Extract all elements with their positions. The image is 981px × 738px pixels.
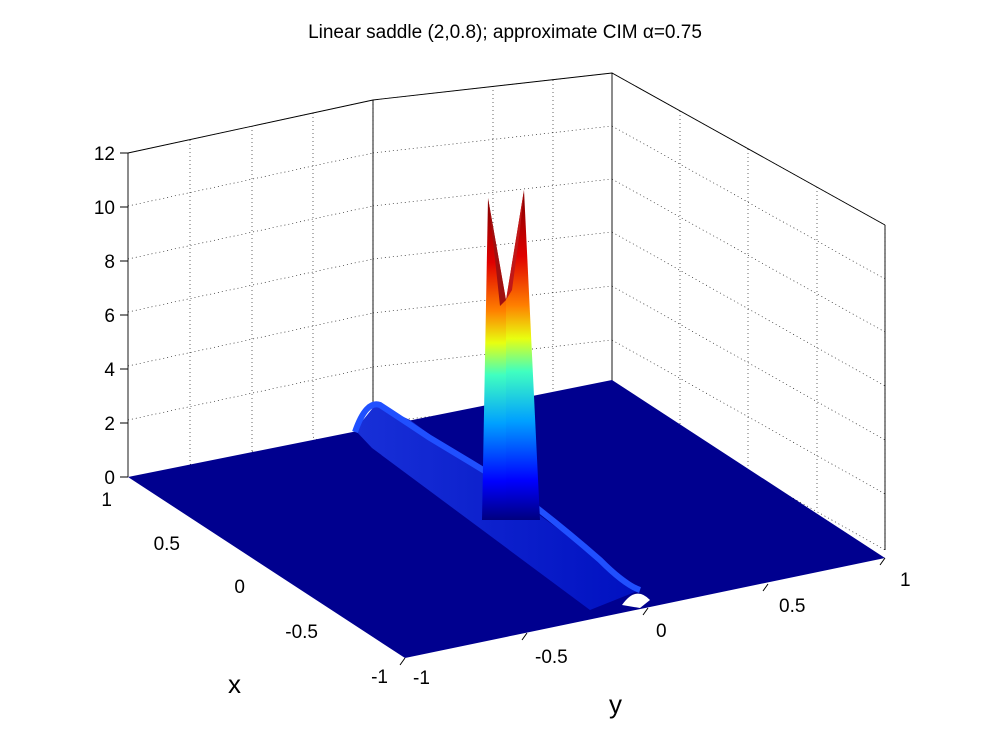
- y-tick-label: -1: [413, 668, 430, 689]
- peak-spike: [482, 190, 540, 520]
- tick-marks: [120, 152, 886, 666]
- ridge-end-highlight: [622, 593, 650, 608]
- z-tick-label: 0: [104, 468, 115, 489]
- z-tick-label: 10: [94, 198, 115, 219]
- y-tick-label: 0.5: [779, 596, 805, 617]
- y-tick-label: -0.5: [535, 647, 568, 668]
- x-tick-label: 1: [101, 490, 112, 511]
- x-ticks: 1 0.5 0 -0.5 -1: [101, 490, 388, 688]
- chart-title: Linear saddle (2,0.8); approximate CIM α…: [308, 22, 702, 43]
- x-tick-label: 0.5: [154, 534, 180, 555]
- z-tick-label: 4: [104, 360, 115, 381]
- z-tick-label: 8: [104, 252, 115, 273]
- x-tick-label: 0: [234, 577, 245, 598]
- y-ticks: -1 -0.5 0 0.5 1: [413, 570, 911, 689]
- z-tick-label: 12: [94, 144, 115, 165]
- x-tick-label: -1: [371, 667, 388, 688]
- y-tick-label: 0: [656, 621, 667, 642]
- z-ticks: 0 2 4 6 8 10 12: [94, 144, 116, 489]
- ridge-bumps: [352, 401, 642, 593]
- x-axis-label: x: [228, 669, 241, 699]
- x-tick-label: -0.5: [285, 622, 318, 643]
- y-axis-label: y: [609, 689, 622, 719]
- y-tick-label: 1: [900, 570, 911, 591]
- z-tick-label: 6: [104, 306, 115, 327]
- z-tick-label: 2: [104, 414, 115, 435]
